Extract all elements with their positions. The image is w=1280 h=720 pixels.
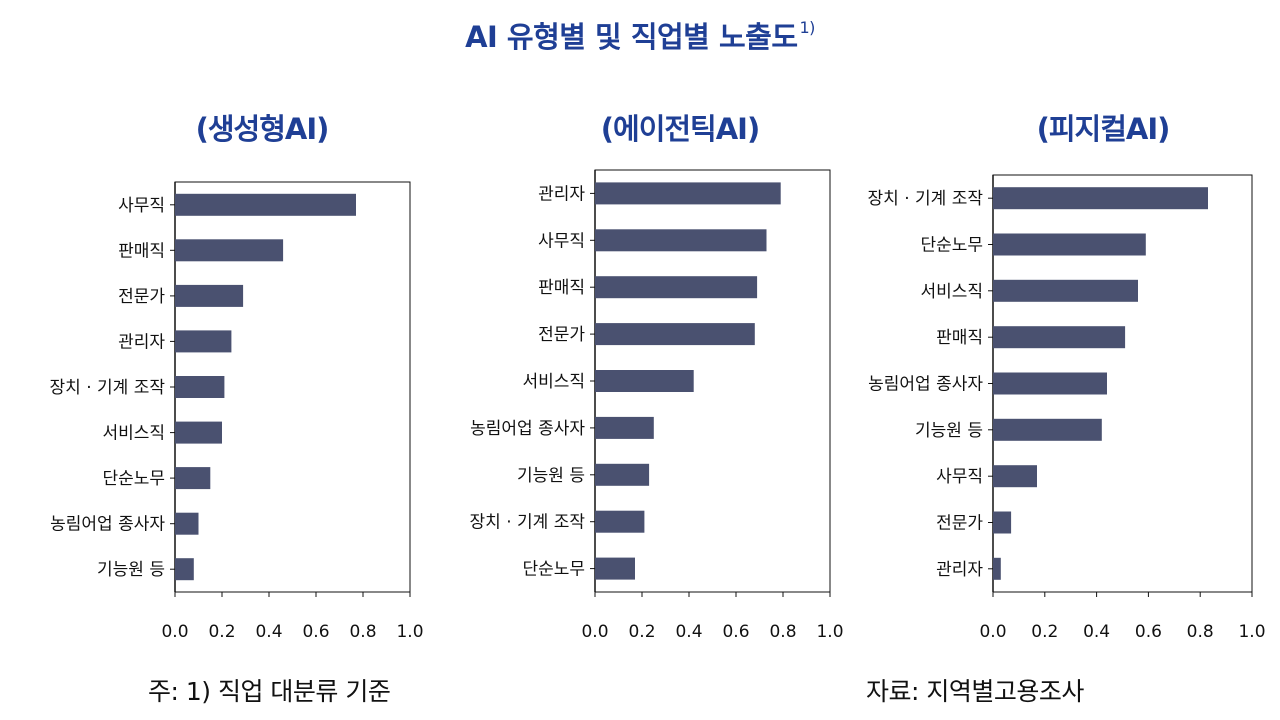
category-label-generative-6: 단순노무 [102, 469, 165, 489]
category-label-agentic-7: 장치 · 기계 조작 [470, 513, 586, 533]
bar-agentic-1 [595, 229, 767, 252]
x-tick-label-physical-2: 0.4 [1083, 622, 1110, 642]
bar-generative-7 [175, 512, 199, 535]
x-tick-label-generative-3: 0.6 [302, 622, 329, 642]
bar-physical-4 [993, 372, 1107, 395]
footnote-source: 자료: 지역별고용조사 [866, 677, 1084, 706]
category-label-generative-8: 기능원 등 [97, 560, 165, 580]
category-label-generative-4: 장치 · 기계 조작 [50, 378, 166, 398]
bar-physical-2 [993, 279, 1138, 302]
bar-physical-0 [993, 187, 1208, 210]
bar-generative-1 [175, 239, 284, 262]
category-label-agentic-8: 단순노무 [522, 560, 585, 580]
main-title-footnote-mark: 1) [799, 18, 816, 37]
bar-physical-1 [993, 233, 1146, 256]
x-tick-label-generative-0: 0.0 [161, 622, 188, 642]
category-label-physical-5: 기능원 등 [915, 421, 983, 441]
category-label-generative-0: 사무직 [118, 196, 165, 216]
category-label-physical-4: 농림어업 종사자 [868, 375, 983, 395]
x-tick-label-generative-5: 1.0 [396, 622, 423, 642]
chart-main-title: AI 유형별 및 직업별 노출도 1) [0, 14, 1280, 56]
category-label-agentic-6: 기능원 등 [517, 466, 585, 486]
category-label-physical-0: 장치 · 기계 조작 [868, 189, 984, 209]
category-label-agentic-1: 사무직 [538, 231, 585, 251]
category-label-agentic-4: 서비스직 [522, 372, 585, 392]
category-label-generative-5: 서비스직 [102, 424, 165, 444]
category-label-generative-3: 관리자 [118, 332, 165, 352]
category-label-physical-6: 사무직 [936, 467, 983, 487]
bar-agentic-7 [595, 510, 645, 533]
bar-agentic-8 [595, 557, 635, 580]
category-label-physical-8: 관리자 [936, 560, 983, 580]
bar-generative-8 [175, 558, 194, 581]
bar-physical-6 [993, 465, 1037, 488]
bar-agentic-0 [595, 182, 781, 205]
category-label-physical-3: 판매직 [936, 328, 983, 348]
x-tick-label-agentic-2: 0.4 [675, 622, 702, 642]
category-label-generative-7: 농림어업 종사자 [50, 515, 165, 535]
bar-agentic-5 [595, 416, 654, 439]
bar-agentic-3 [595, 323, 755, 346]
x-tick-label-generative-2: 0.4 [255, 622, 282, 642]
bar-generative-3 [175, 330, 232, 353]
x-tick-label-generative-4: 0.8 [349, 622, 376, 642]
main-title-text: AI 유형별 및 직업별 노출도 [465, 20, 798, 54]
category-label-physical-7: 전문가 [936, 514, 983, 534]
category-label-agentic-0: 관리자 [538, 184, 585, 204]
category-label-generative-2: 전문가 [118, 287, 165, 307]
category-label-physical-2: 서비스직 [920, 282, 983, 302]
category-label-agentic-2: 판매직 [538, 278, 585, 298]
category-label-agentic-3: 전문가 [538, 325, 585, 345]
x-tick-label-agentic-4: 0.8 [769, 622, 796, 642]
bar-generative-5 [175, 421, 222, 444]
x-tick-label-physical-0: 0.0 [979, 622, 1006, 642]
x-tick-label-agentic-0: 0.0 [581, 622, 608, 642]
x-tick-label-physical-3: 0.6 [1135, 622, 1162, 642]
panel-title-generative: (생성형AI) [195, 112, 330, 146]
footnote-note: 주: 1) 직업 대분류 기준 [148, 677, 391, 706]
bar-generative-2 [175, 284, 244, 307]
bar-generative-6 [175, 467, 211, 490]
bar-agentic-4 [595, 370, 694, 392]
x-tick-label-generative-1: 0.2 [208, 622, 235, 642]
bar-generative-4 [175, 376, 225, 398]
category-label-generative-1: 판매직 [118, 241, 165, 261]
x-tick-label-physical-5: 1.0 [1238, 622, 1265, 642]
bar-physical-7 [993, 511, 1012, 534]
category-label-physical-1: 단순노무 [920, 236, 983, 256]
x-tick-label-agentic-3: 0.6 [722, 622, 749, 642]
bar-agentic-2 [595, 276, 758, 299]
bar-generative-0 [175, 193, 356, 216]
x-tick-label-physical-1: 0.2 [1031, 622, 1058, 642]
x-tick-label-agentic-5: 1.0 [816, 622, 843, 642]
panel-title-agentic: (에이전틱AI) [600, 112, 760, 146]
x-tick-label-physical-4: 0.8 [1187, 622, 1214, 642]
bar-physical-8 [993, 557, 1001, 580]
panel-title-physical: (피지컬AI) [1036, 112, 1171, 146]
bar-agentic-6 [595, 463, 650, 486]
category-label-agentic-5: 농림어업 종사자 [470, 419, 585, 439]
bar-physical-3 [993, 326, 1126, 349]
bar-physical-5 [993, 418, 1102, 441]
x-tick-label-agentic-1: 0.2 [628, 622, 655, 642]
